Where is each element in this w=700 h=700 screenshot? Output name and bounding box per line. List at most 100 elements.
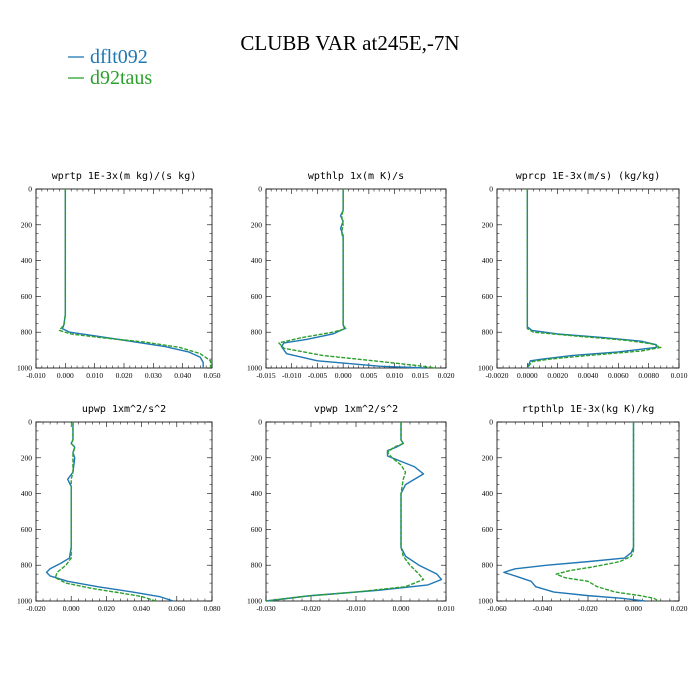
x-tick-label: -0.060 (487, 604, 507, 613)
y-tick-label: 1000 (478, 364, 493, 373)
y-tick-label: 400 (21, 489, 33, 498)
x-tick-label: 0.000 (393, 604, 410, 613)
y-tick-label: 200 (21, 220, 33, 229)
series-line-dflt092 (280, 189, 426, 369)
x-tick-label: -0.040 (533, 604, 553, 613)
y-tick-label: 0 (489, 418, 493, 427)
x-tick-label: -0.020 (578, 604, 598, 613)
y-tick-label: 800 (21, 328, 33, 337)
y-tick-label: 800 (21, 561, 33, 570)
series-line-d92taus (58, 189, 212, 368)
x-tick-label: 0.000 (335, 371, 352, 380)
panel-title: vpwp 1xm^2/s^2 (314, 404, 398, 415)
x-tick-label: 0.040 (174, 371, 191, 380)
x-tick-label: 0.005 (360, 371, 377, 380)
y-tick-label: 400 (482, 489, 494, 498)
x-tick-label: -0.020 (301, 604, 321, 613)
panel-4: upwp 1xm^2/s^2 -0.020 0.000 0.020 0.040 0.060… (17, 404, 221, 613)
y-tick-label: 400 (21, 256, 33, 265)
x-tick-label: -0.005 (308, 371, 328, 380)
x-tick-label: 0.020 (116, 371, 133, 380)
series-line-d92taus (526, 189, 662, 369)
y-tick-label: 400 (482, 256, 494, 265)
plot-frame (496, 188, 680, 369)
x-tick-label: -0.015 (256, 371, 276, 380)
panels: wprtp 1E-3x(m kg)/(s kg) -0.010 0.000 0.010… (17, 171, 688, 613)
series-line-dflt092 (45, 422, 174, 602)
x-tick-label: 0.015 (412, 371, 429, 380)
x-tick-label: 0.050 (204, 371, 221, 380)
x-tick-label: 0.0040 (578, 371, 599, 380)
x-tick-label: 0.040 (133, 604, 150, 613)
y-tick-label: 600 (21, 292, 33, 301)
plot-frame (496, 421, 680, 602)
series-line-d92taus (265, 422, 425, 602)
x-tick-label: 0.0020 (547, 371, 568, 380)
x-tick-label: 0.010 (671, 371, 688, 380)
y-tick-label: 1000 (247, 364, 262, 373)
y-tick-label: 600 (21, 525, 33, 534)
y-tick-label: 1000 (478, 597, 493, 606)
y-tick-label: 400 (251, 489, 263, 498)
y-tick-label: 0 (258, 185, 262, 194)
panel-title: wprtp 1E-3x(m kg)/(s kg) (52, 171, 197, 182)
x-tick-label: 0.030 (145, 371, 162, 380)
x-tick-label: -0.010 (346, 604, 366, 613)
x-tick-label: 0.000 (63, 604, 80, 613)
panel-3: wprcp 1E-3x(m/s) (kg/kg) -0.0020 0.0000 0.0… (478, 171, 688, 380)
x-tick-label: 0.020 (438, 371, 455, 380)
y-tick-label: 800 (482, 561, 494, 570)
panel-1: wprtp 1E-3x(m kg)/(s kg) -0.010 0.000 0.010… (17, 171, 221, 380)
plot-frame (35, 188, 213, 369)
y-tick-label: 800 (251, 561, 263, 570)
y-tick-label: 0 (28, 418, 32, 427)
y-tick-label: 0 (28, 185, 32, 194)
x-tick-label: 0.010 (438, 604, 455, 613)
panel-2: wpthlp 1x(m K)/s -0.015 -0.010 -0.005 0.000 0… (247, 171, 455, 380)
y-tick-label: 1000 (17, 364, 32, 373)
plot-frame (35, 421, 213, 602)
x-tick-label: 0.020 (671, 604, 688, 613)
y-tick-label: 800 (482, 328, 494, 337)
y-tick-label: 1000 (247, 597, 262, 606)
x-tick-label: -0.010 (282, 371, 302, 380)
x-tick-label: 0.080 (204, 604, 221, 613)
panel-title: wprcp 1E-3x(m/s) (kg/kg) (516, 171, 661, 182)
series-line-d92taus (278, 189, 436, 369)
y-tick-label: 600 (251, 292, 263, 301)
y-tick-label: 0 (489, 185, 493, 194)
y-tick-label: 200 (251, 453, 263, 462)
y-tick-label: 1000 (17, 597, 32, 606)
series-line-d92taus (555, 422, 659, 602)
x-tick-label: -0.020 (26, 604, 46, 613)
x-tick-label: 0.010 (86, 371, 103, 380)
series-line-dflt092 (503, 422, 645, 602)
x-tick-label: 0.020 (98, 604, 115, 613)
y-tick-label: 200 (482, 453, 494, 462)
x-tick-label: -0.0020 (485, 371, 508, 380)
x-tick-label: 0.010 (386, 371, 403, 380)
y-tick-label: 0 (258, 418, 262, 427)
y-tick-label: 600 (482, 292, 494, 301)
y-tick-label: 200 (482, 220, 494, 229)
x-tick-label: 0.000 (57, 371, 74, 380)
panel-6: rtpthlp 1E-3x(kg K)/kg -0.060 -0.040 -0.020… (478, 404, 688, 613)
x-tick-label: 0.060 (168, 604, 185, 613)
panel-title: wpthlp 1x(m K)/s (308, 171, 404, 182)
x-tick-label: 0.0000 (517, 371, 538, 380)
x-tick-label: 0.000 (625, 604, 642, 613)
panel-title: rtpthlp 1E-3x(kg K)/kg (522, 404, 654, 415)
y-tick-label: 600 (482, 525, 494, 534)
series-line-dflt092 (265, 422, 443, 602)
y-tick-label: 600 (251, 525, 263, 534)
panel-title: upwp 1xm^2/s^2 (82, 404, 166, 415)
x-tick-label: 0.0060 (608, 371, 629, 380)
series-line-d92taus (54, 422, 156, 602)
x-tick-label: -0.010 (26, 371, 46, 380)
figure-title: CLUBB VAR at245E,-7N (240, 31, 459, 55)
y-tick-label: 200 (21, 453, 33, 462)
x-tick-label: 0.0080 (638, 371, 659, 380)
legend-label-dflt092: dflt092 (90, 46, 148, 68)
